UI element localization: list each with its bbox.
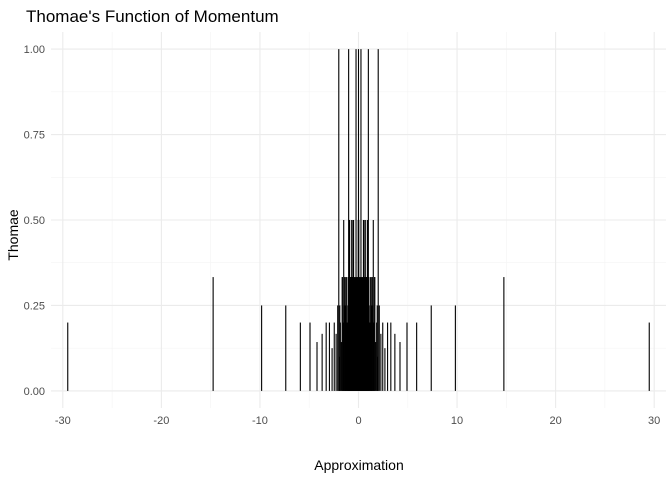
x-axis-label: Approximation (314, 457, 404, 473)
y-tick-label: 0.50 (24, 215, 45, 227)
y-axis-label: Thomae (5, 209, 21, 261)
chart-title: Thomae's Function of Momentum (26, 7, 279, 26)
x-tick-label: -10 (252, 415, 268, 427)
x-tick-label: 20 (549, 415, 561, 427)
y-tick-label: 0.75 (24, 130, 45, 142)
y-axis-ticks: 0.00 0.25 0.50 0.75 1.00 (24, 44, 45, 398)
x-axis-ticks: -30 -20 -10 0 10 20 30 (55, 415, 660, 427)
y-tick-label: 0.00 (24, 386, 45, 398)
x-tick-label: -30 (55, 415, 71, 427)
x-tick-label: -20 (153, 415, 169, 427)
x-tick-label: 30 (648, 415, 660, 427)
y-tick-label: 1.00 (24, 44, 45, 56)
x-tick-label: 0 (355, 415, 361, 427)
x-tick-label: 10 (451, 415, 463, 427)
data-spikes (67, 49, 650, 391)
y-tick-label: 0.25 (24, 300, 45, 312)
